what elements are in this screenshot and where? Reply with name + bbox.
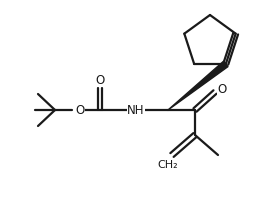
Text: O: O — [75, 104, 85, 116]
Text: O: O — [95, 73, 105, 87]
Text: CH₂: CH₂ — [158, 160, 178, 170]
Text: NH: NH — [127, 104, 145, 116]
Text: O: O — [217, 83, 227, 95]
Polygon shape — [168, 61, 228, 110]
